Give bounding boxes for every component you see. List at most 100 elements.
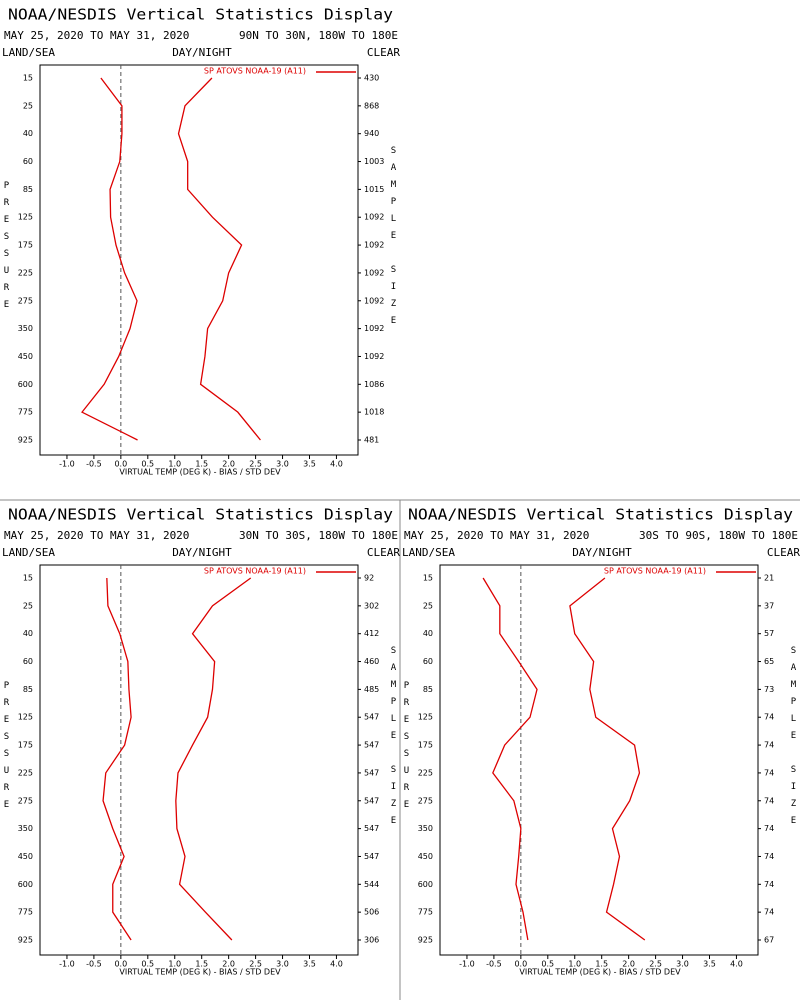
y-tick-label: 350	[18, 824, 33, 833]
x-tick-label: 3.0	[676, 960, 689, 969]
y-tick-label: 15	[423, 574, 433, 583]
y-tick-label: 25	[23, 101, 33, 110]
sky: CLEAR	[367, 546, 400, 559]
sample-size-label: 481	[364, 436, 379, 445]
x-tick-label: -1.0	[59, 960, 75, 969]
sample-size-label: 1015	[364, 185, 384, 194]
x-tick-label: -1.0	[459, 960, 475, 969]
date-range: MAY 25, 2020 TO MAY 31, 2020	[404, 529, 589, 542]
y-tick-label: 175	[18, 741, 33, 750]
sample-size-label: 506	[364, 908, 379, 917]
land-sea: LAND/SEA	[2, 546, 55, 559]
bias-line	[482, 577, 538, 941]
plot-frame	[39, 64, 359, 456]
std-dev-line	[177, 77, 261, 441]
region: 30N TO 30S, 180W TO 180E	[239, 529, 398, 542]
region: 30S TO 90S, 180W TO 180E	[639, 529, 798, 542]
y-tick-label: 225	[18, 768, 33, 777]
sample-size-label: 485	[364, 685, 379, 694]
sample-size-label: 74	[764, 768, 774, 777]
x-tick-label: -0.5	[86, 960, 102, 969]
y2-axis-label: SAMPLE SIZE	[389, 646, 399, 833]
sample-size-label: 1086	[364, 380, 384, 389]
sample-size-label: 547	[364, 741, 379, 750]
panel: NOAA/NESDIS Vertical Statistics Display M…	[402, 506, 800, 977]
sample-size-label: 74	[764, 852, 774, 861]
plot-frame	[39, 564, 359, 956]
y-tick-label: 85	[423, 685, 433, 694]
panel-title: NOAA/NESDIS Vertical Statistics Display	[8, 6, 393, 24]
panel-title: NOAA/NESDIS Vertical Statistics Display	[408, 506, 793, 524]
sample-size-label: 302	[364, 601, 379, 610]
y-tick-label: 275	[18, 796, 33, 805]
y-tick-label: 925	[18, 936, 33, 945]
x-tick-label: 3.5	[303, 960, 316, 969]
y-tick-label: 275	[18, 296, 33, 305]
sample-size-label: 1003	[364, 157, 384, 166]
y-tick-label: 40	[23, 129, 33, 138]
sample-size-label: 547	[364, 768, 379, 777]
sky: CLEAR	[367, 46, 400, 59]
sample-size-label: 547	[364, 824, 379, 833]
legend-label: SP ATOVS NOAA-19 (A11)	[604, 567, 706, 576]
legend-label: SP ATOVS NOAA-19 (A11)	[204, 567, 306, 576]
y-tick-label: 775	[418, 908, 433, 917]
sample-size-label: 37	[764, 601, 774, 610]
y-tick-label: 175	[18, 241, 33, 250]
sample-size-label: 92	[364, 574, 374, 583]
sample-size-label: 940	[364, 129, 379, 138]
y-tick-label: 600	[18, 380, 33, 389]
y-axis-label: PRESSURE	[402, 681, 412, 817]
x-tick-label: 1.5	[195, 460, 208, 469]
sample-size-label: 74	[764, 908, 774, 917]
std-dev-line	[175, 577, 252, 941]
y-tick-label: 275	[418, 796, 433, 805]
day-night: DAY/NIGHT	[572, 546, 632, 559]
x-tick-label: -0.5	[86, 460, 102, 469]
y2-axis-label: SAMPLE SIZE	[389, 146, 399, 333]
sample-size-label: 1092	[364, 241, 384, 250]
x-tick-label: 1.0	[168, 460, 181, 469]
y-tick-label: 15	[23, 574, 33, 583]
y2-axis-label: SAMPLE SIZE	[789, 646, 799, 833]
y-tick-label: 925	[418, 936, 433, 945]
y-tick-label: 25	[23, 601, 33, 610]
sample-size-label: 21	[764, 574, 774, 583]
x-tick-label: 2.0	[622, 960, 635, 969]
x-tick-label: 3.0	[276, 960, 289, 969]
x-tick-label: 0.0	[114, 460, 127, 469]
std-dev-line	[569, 577, 646, 941]
panel: NOAA/NESDIS Vertical Statistics Display M…	[2, 6, 401, 477]
y-tick-label: 925	[18, 436, 33, 445]
sample-size-label: 73	[764, 685, 774, 694]
region: 90N TO 30N, 180W TO 180E	[239, 29, 398, 42]
y-tick-label: 60	[23, 157, 33, 166]
sample-size-label: 74	[764, 880, 774, 889]
x-tick-label: -1.0	[59, 460, 75, 469]
sample-size-label: 547	[364, 852, 379, 861]
sample-size-label: 74	[764, 824, 774, 833]
x-tick-label: 1.0	[168, 960, 181, 969]
day-night: DAY/NIGHT	[172, 546, 232, 559]
x-axis-label: VIRTUAL TEMP (DEG K) - BIAS / STD DEV	[519, 968, 681, 977]
x-tick-label: 2.5	[249, 460, 262, 469]
x-tick-label: 2.5	[649, 960, 662, 969]
y-tick-label: 40	[423, 629, 433, 638]
sample-size-label: 74	[764, 713, 774, 722]
sample-size-label: 544	[364, 880, 379, 889]
x-tick-label: 0.0	[114, 960, 127, 969]
y-tick-label: 85	[23, 685, 33, 694]
sample-size-label: 65	[764, 657, 774, 666]
y-tick-label: 225	[18, 268, 33, 277]
x-tick-label: 0.0	[514, 960, 527, 969]
y-tick-label: 125	[18, 713, 33, 722]
y-tick-label: 85	[23, 185, 33, 194]
date-range: MAY 25, 2020 TO MAY 31, 2020	[4, 529, 189, 542]
y-tick-label: 225	[418, 768, 433, 777]
x-tick-label: 1.5	[195, 960, 208, 969]
sample-size-label: 547	[364, 713, 379, 722]
sample-size-label: 1092	[364, 296, 384, 305]
land-sea: LAND/SEA	[402, 546, 455, 559]
